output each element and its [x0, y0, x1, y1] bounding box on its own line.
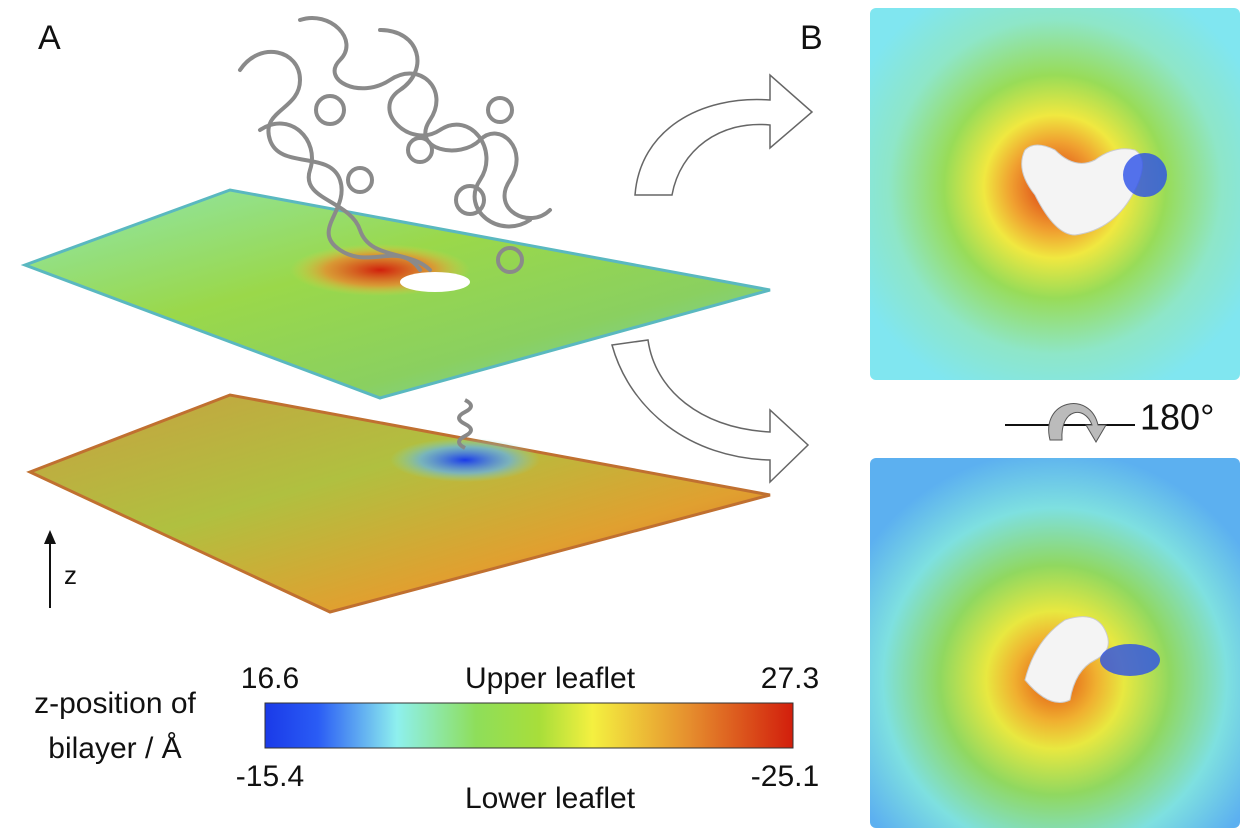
colorbar-label: Upper leaflet	[465, 662, 636, 695]
colorbar	[265, 703, 793, 748]
blue-spot	[1100, 644, 1160, 676]
blue-spot	[1123, 153, 1167, 197]
curved-arrow	[635, 75, 812, 195]
figure: A B z 180° z-position of bilayer / Å 16.…	[0, 0, 1242, 828]
rotation-label: 180°	[1140, 397, 1214, 438]
rotation-arrow	[1049, 404, 1106, 442]
lower-dimple	[390, 438, 540, 482]
colorbar-label: Lower leaflet	[465, 782, 636, 815]
axis-label: z	[64, 560, 77, 590]
page: A B z 180° z-position of bilayer / Å 16.…	[0, 0, 1242, 828]
lower-leaflet	[30, 395, 770, 612]
colorbar-tick: 16.6	[241, 662, 299, 695]
hole	[400, 272, 470, 292]
colorbar-tick: -15.4	[236, 760, 304, 793]
colorbar-title: bilayer / Å	[48, 732, 181, 765]
z-arrowhead	[44, 530, 56, 544]
colorbar-title: z-position of	[34, 687, 196, 720]
colorbar-tick: -25.1	[751, 760, 819, 793]
colorbar-tick: 27.3	[761, 662, 819, 695]
panel-label: A	[38, 19, 61, 57]
panel-label: B	[800, 19, 823, 57]
curved-arrow	[612, 340, 808, 482]
